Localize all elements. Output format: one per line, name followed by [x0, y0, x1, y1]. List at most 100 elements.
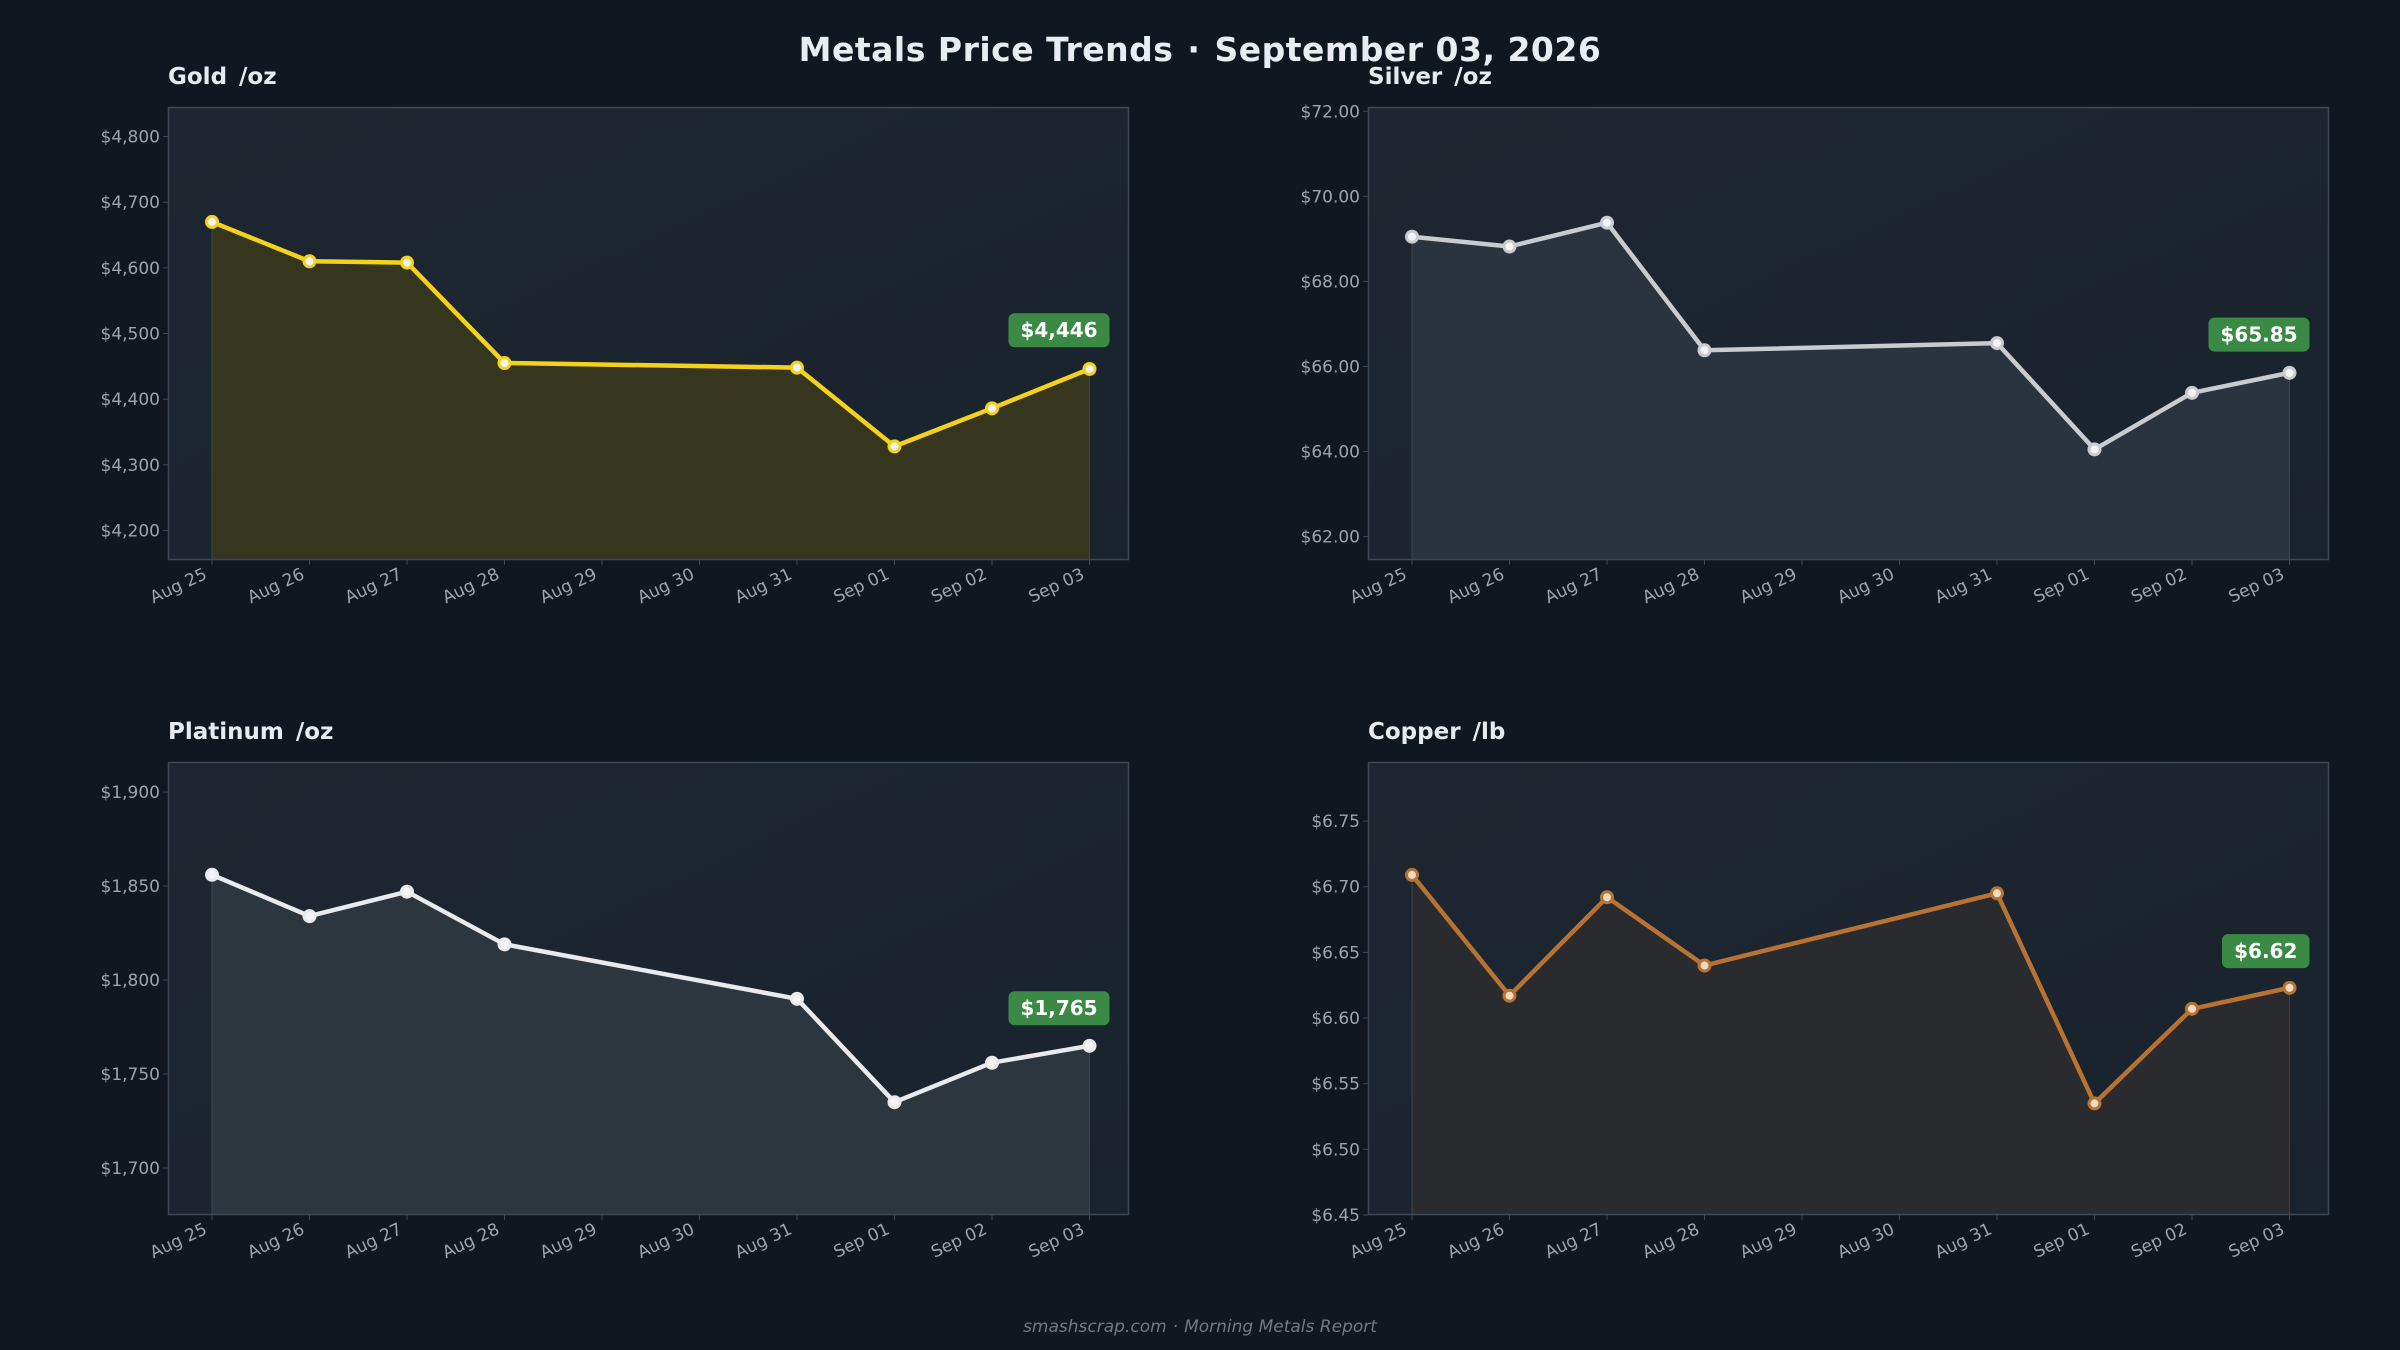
- silver-x-tick-label: Sep 01: [2031, 564, 2093, 607]
- copper-badge-text: $6.62: [2234, 939, 2297, 963]
- platinum-x-tick-label: Sep 01: [831, 1219, 893, 1262]
- silver-x-tick-label: Aug 28: [1640, 564, 1703, 608]
- copper-data-point: [1504, 990, 1515, 1001]
- gold-badge-text: $4,446: [1020, 318, 1097, 342]
- gold-x-tick-label: Sep 01: [831, 564, 893, 607]
- silver-data-point: [1992, 338, 2003, 349]
- copper-y-tick-label: $6.75: [1311, 812, 1360, 832]
- silver-data-point: [2187, 387, 2198, 398]
- gold-x-tick-label: Aug 25: [147, 564, 210, 608]
- gold-last-value-badge: $4,446: [1009, 313, 1110, 347]
- gold-data-point: [987, 403, 998, 414]
- copper-data-point: [1407, 869, 1418, 880]
- silver-x-tick-label: Aug 27: [1542, 564, 1605, 608]
- copper-last-value-badge: $6.62: [2222, 934, 2310, 968]
- silver-panel-title: Silver/oz: [1368, 64, 1492, 90]
- platinum-data-point: [304, 911, 315, 922]
- gold-x-tick-label: Sep 03: [1026, 564, 1088, 607]
- gold-data-point: [304, 256, 315, 267]
- copper-title: Copper: [1368, 719, 1461, 745]
- silver-x-tick-label: Sep 03: [2226, 564, 2288, 607]
- gold-y-tick-label: $4,300: [101, 456, 160, 476]
- gold-x-tick-label: Aug 28: [440, 564, 503, 608]
- silver-x-tick-label: Aug 29: [1737, 564, 1800, 608]
- gold-data-point: [792, 362, 803, 373]
- silver-badge-text: $65.85: [2220, 323, 2297, 347]
- platinum-data-point: [1084, 1040, 1095, 1051]
- gold-x-tick-label: Aug 29: [537, 564, 600, 608]
- copper-y-tick-label: $6.45: [1311, 1206, 1360, 1226]
- silver-x-tick-label: Aug 31: [1932, 564, 1995, 608]
- gold-data-point: [402, 257, 413, 268]
- gold-unit: /oz: [239, 64, 277, 90]
- platinum-data-point: [207, 869, 218, 880]
- copper-x-tick-label: Aug 31: [1932, 1219, 1995, 1263]
- silver-y-tick-label: $72.00: [1301, 102, 1360, 122]
- silver-x-tick-label: Aug 25: [1347, 564, 1410, 608]
- copper-x-tick-label: Sep 01: [2031, 1219, 2093, 1262]
- silver-y-tick-label: $64.00: [1301, 443, 1360, 463]
- platinum-y-tick-label: $1,900: [101, 783, 160, 803]
- copper-x-tick-label: Aug 30: [1835, 1219, 1898, 1263]
- copper-y-tick-label: $6.55: [1311, 1075, 1360, 1095]
- platinum-x-tick-label: Sep 02: [928, 1219, 990, 1262]
- gold-panel-title: Gold/oz: [168, 64, 277, 90]
- copper-y-tick-label: $6.50: [1311, 1140, 1360, 1160]
- gold-y-tick-label: $4,500: [101, 325, 160, 345]
- gold-data-point: [207, 216, 218, 227]
- gold-y-tick-label: $4,700: [101, 193, 160, 213]
- platinum-x-tick-label: Aug 26: [245, 1219, 308, 1263]
- platinum-y-tick-label: $1,850: [101, 877, 160, 897]
- gold-y-tick-label: $4,800: [101, 128, 160, 148]
- silver-data-point: [2284, 367, 2295, 378]
- platinum-x-tick-label: Sep 03: [1026, 1219, 1088, 1262]
- copper-chart: $6.45$6.50$6.55$6.60$6.65$6.70$6.75Aug 2…: [1368, 762, 2329, 1215]
- copper-data-point: [1699, 960, 1710, 971]
- platinum-chart: $1,700 $1,750 $1,800 $1,850 $1,900 Aug 25 Aug …: [168, 762, 1129, 1215]
- gold-x-tick-label: Sep 02: [928, 564, 990, 607]
- platinum-data-point: [889, 1097, 900, 1108]
- platinum-last-value-badge: $1,765: [1009, 991, 1110, 1025]
- gold-y-tick-label: $4,600: [101, 259, 160, 279]
- copper-x-tick-label: Aug 28: [1640, 1219, 1703, 1263]
- gold-title: Gold: [168, 64, 227, 90]
- silver-x-tick-label: Aug 30: [1835, 564, 1898, 608]
- silver-x-tick-label: Sep 02: [2128, 564, 2190, 607]
- gold-y-tick-label: $4,400: [101, 390, 160, 410]
- copper-y-tick-label: $6.65: [1311, 943, 1360, 963]
- platinum-x-tick-label: Aug 31: [732, 1219, 795, 1263]
- platinum-x-tick-label: Aug 27: [342, 1219, 405, 1263]
- platinum-x-tick-label: Aug 28: [440, 1219, 503, 1263]
- platinum-panel-title: Platinum/oz: [168, 719, 333, 745]
- copper-y-tick-label: $6.60: [1311, 1009, 1360, 1029]
- footer-report: Morning Metals Report: [1184, 1317, 1377, 1337]
- gold-x-tick-label: Aug 30: [635, 564, 698, 608]
- copper-panel-title: Copper/lb: [1368, 719, 1505, 745]
- platinum-x-tick-label: Aug 29: [537, 1219, 600, 1263]
- copper-data-point: [2089, 1098, 2100, 1109]
- gold-x-tick-label: Aug 31: [732, 564, 795, 608]
- platinum-title: Platinum: [168, 719, 284, 745]
- copper-x-tick-label: Aug 26: [1445, 1219, 1508, 1263]
- copper-y-tick-label: $6.70: [1311, 878, 1360, 898]
- platinum-data-point: [987, 1057, 998, 1068]
- silver-data-point: [1504, 241, 1515, 252]
- silver-data-point: [1699, 345, 1710, 356]
- gold-chart: $4,200 $4,300 $4,400 $4,500 $4,600 $4,700 $4,8…: [168, 107, 1129, 560]
- copper-x-tick-label: Sep 03: [2226, 1219, 2288, 1262]
- platinum-y-tick-label: $1,750: [101, 1065, 160, 1085]
- silver-x-tick-label: Aug 26: [1445, 564, 1508, 608]
- platinum-data-point: [499, 939, 510, 950]
- copper-data-point: [2284, 982, 2295, 993]
- gold-y-tick-label: $4,200: [101, 521, 160, 541]
- gold-x-tick-label: Aug 26: [245, 564, 308, 608]
- copper-x-tick-label: Sep 02: [2128, 1219, 2190, 1262]
- page-title: Metals Price Trends · September 03, 2026: [0, 30, 2400, 69]
- silver-data-point: [2089, 444, 2100, 455]
- copper-unit: /lb: [1473, 719, 1506, 745]
- silver-data-point: [1407, 231, 1418, 242]
- platinum-y-tick-label: $1,800: [101, 971, 160, 991]
- platinum-x-tick-label: Aug 25: [147, 1219, 210, 1263]
- platinum-y-tick-label: $1,700: [101, 1159, 160, 1179]
- silver-unit: /oz: [1454, 64, 1492, 90]
